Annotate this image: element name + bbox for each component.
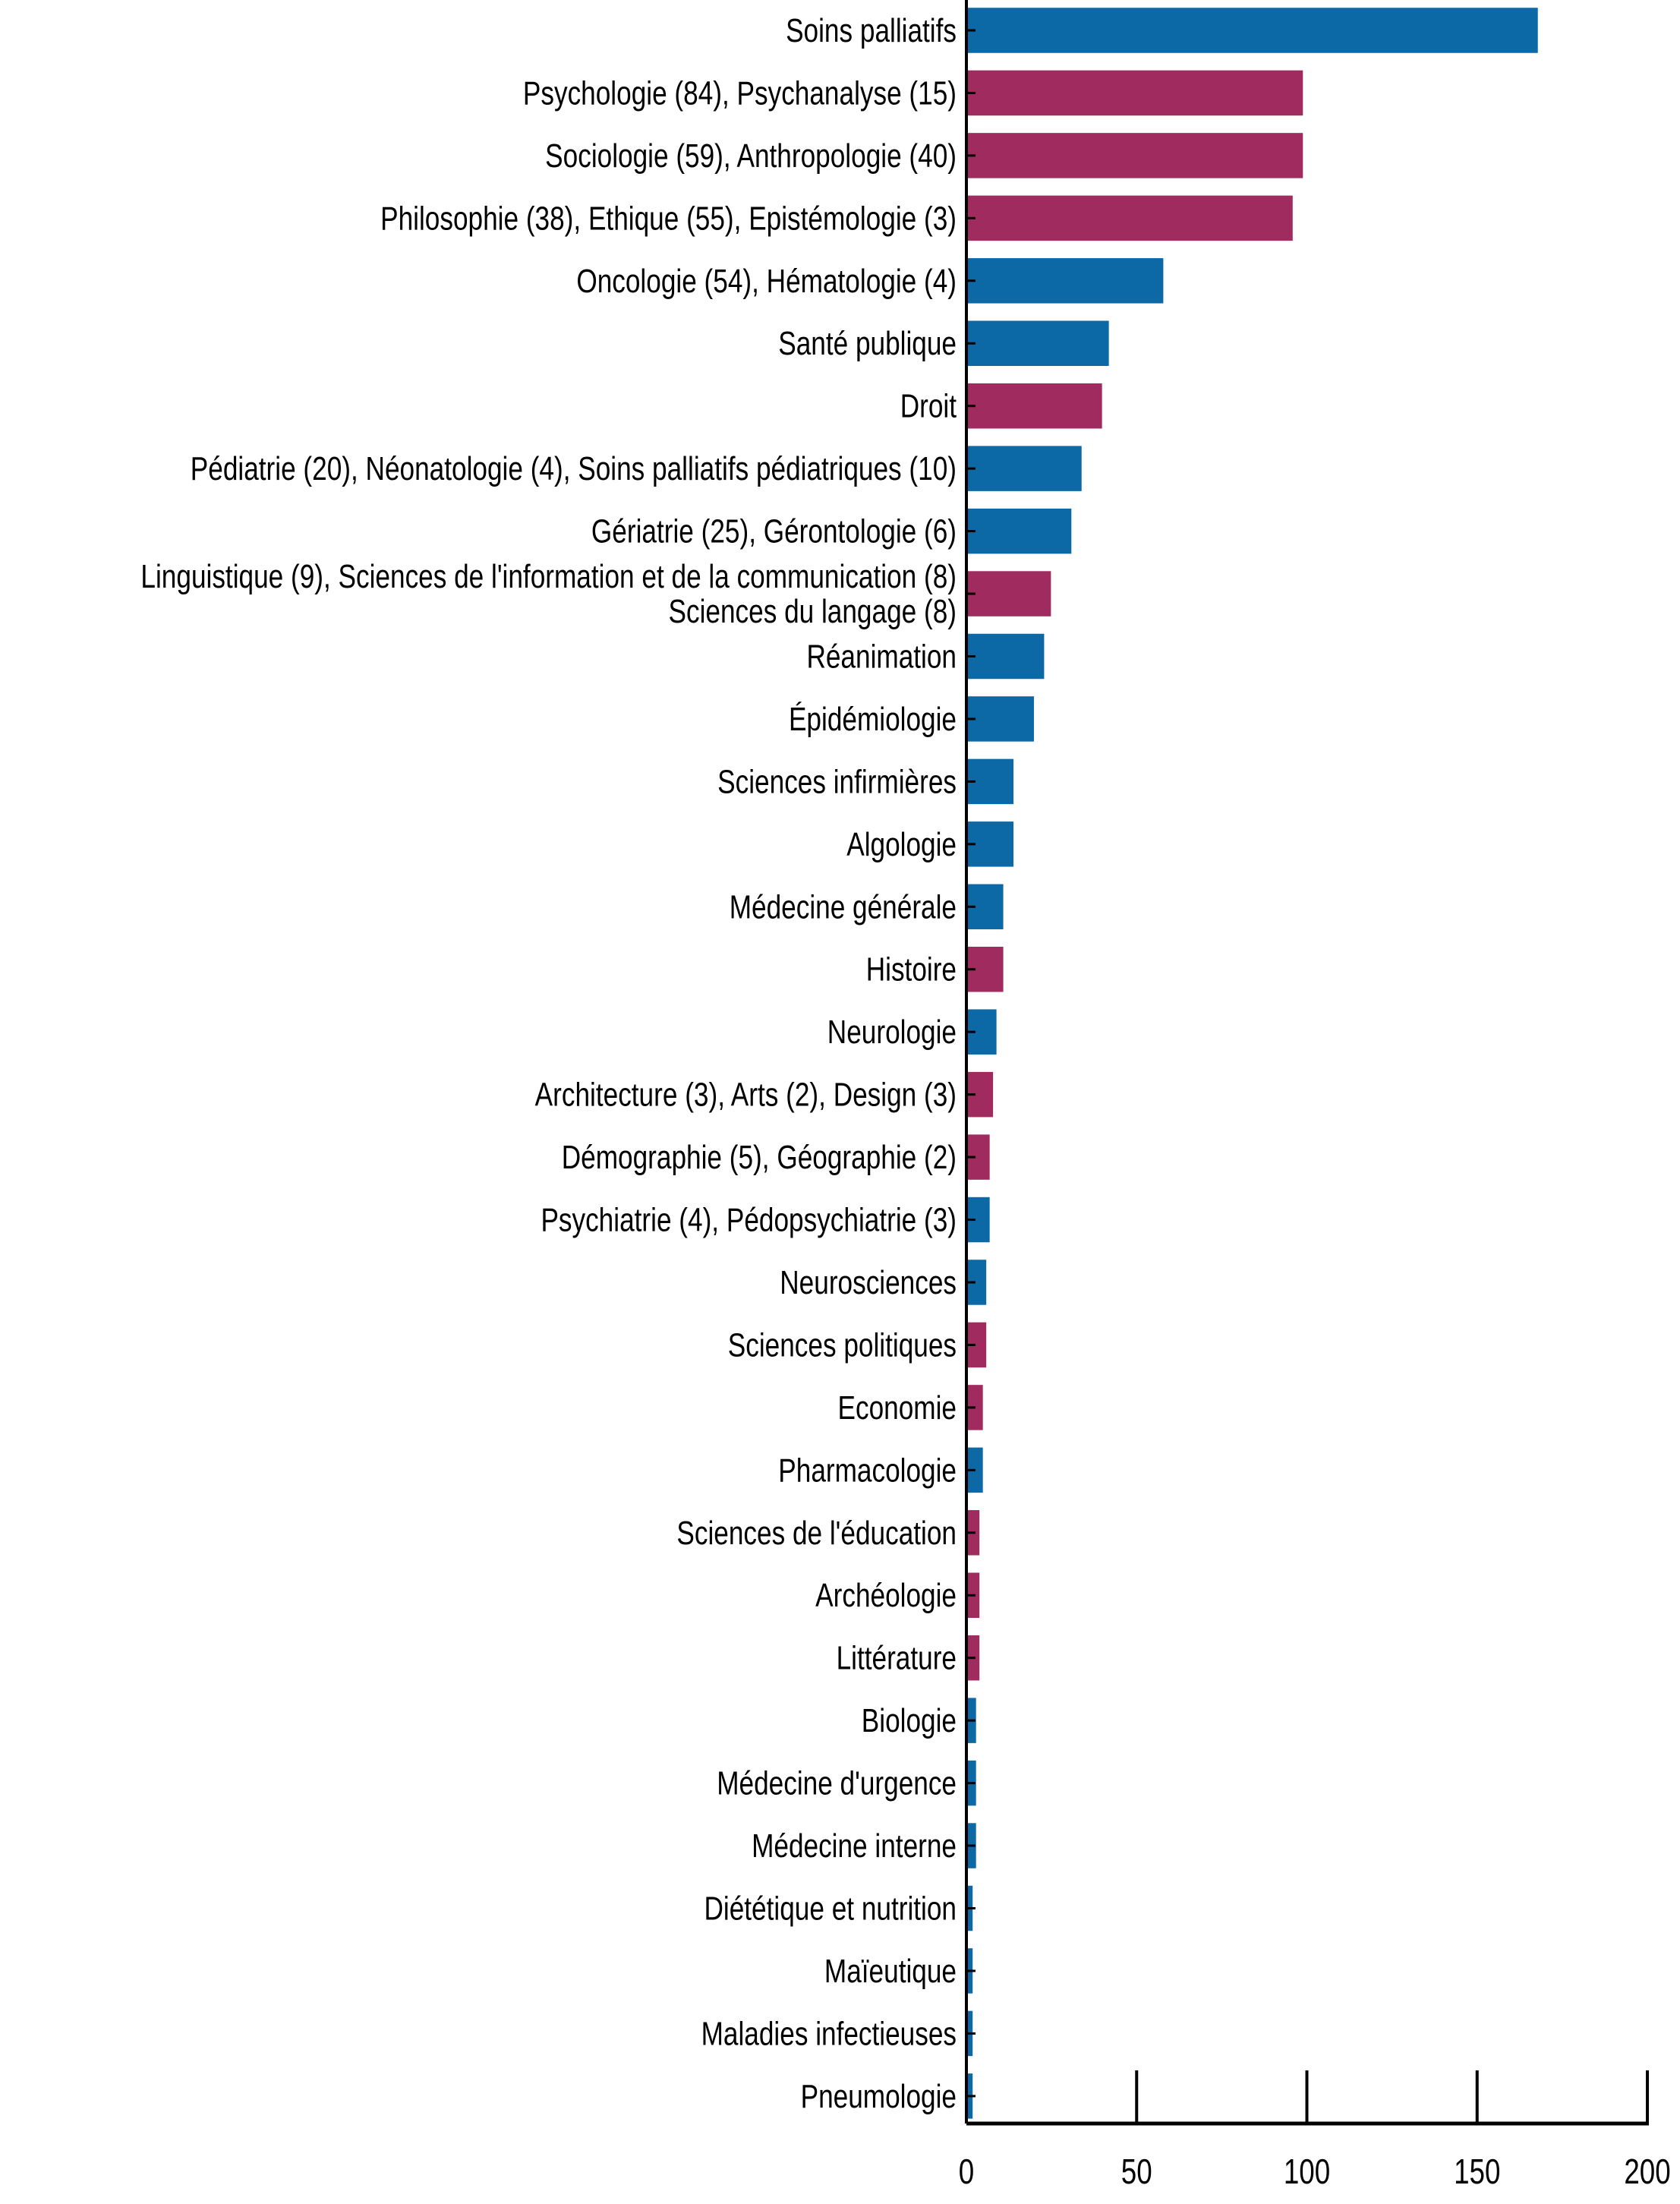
- category-label: Gériatrie (25), Gérontologie (6): [591, 513, 957, 550]
- bar: [966, 131, 1304, 180]
- category-label: Médecine générale: [730, 889, 957, 926]
- x-tick-label: 50: [1121, 2152, 1152, 2191]
- category-label: Linguistique (9), Sciences de l'informat…: [140, 558, 957, 595]
- x-tick-label: 200: [1624, 2152, 1670, 2191]
- category-label: Santé publique: [778, 326, 957, 363]
- category-label: Biologie: [862, 1702, 957, 1739]
- category-label: Pédiatrie (20), Néonatologie (4), Soins …: [191, 450, 957, 487]
- bar: [966, 257, 1165, 305]
- category-label: Diététique et nutrition: [704, 1890, 957, 1928]
- bar: [966, 69, 1304, 117]
- bar: [966, 320, 1111, 367]
- category-label: Algologie: [846, 826, 957, 863]
- bar: [966, 695, 1035, 743]
- category-label: Sciences du langage (8): [669, 593, 957, 630]
- category-label: Pneumologie: [801, 2078, 957, 2115]
- bar: [966, 444, 1083, 493]
- category-label: Médecine d'urgence: [717, 1765, 957, 1802]
- category-label: Maladies infectieuses: [701, 2016, 957, 2053]
- category-label: Droit: [900, 388, 957, 425]
- bar: [966, 632, 1045, 680]
- category-label: Neurologie: [827, 1014, 957, 1052]
- bar: [966, 382, 1104, 430]
- bar: [966, 6, 1540, 55]
- x-tick-label: 100: [1284, 2152, 1330, 2191]
- category-label: Réanimation: [806, 638, 957, 676]
- category-label: Neurosciences: [780, 1264, 957, 1301]
- category-label: Épidémiologie: [789, 700, 957, 738]
- category-label: Economie: [838, 1389, 957, 1427]
- category-label: Pharmacologie: [778, 1452, 957, 1490]
- category-label: Soins palliatifs: [786, 12, 957, 49]
- x-tick-label: 150: [1454, 2152, 1500, 2191]
- bar: [966, 194, 1294, 242]
- category-label: Médecine interne: [752, 1827, 957, 1865]
- category-label: Littérature: [837, 1640, 957, 1677]
- category-label: Psychiatrie (4), Pédopsychiatrie (3): [541, 1202, 957, 1239]
- category-label: Sciences politiques: [728, 1327, 957, 1364]
- category-label: Architecture (3), Arts (2), Design (3): [535, 1077, 957, 1114]
- bars: [966, 6, 1540, 2120]
- x-tick-label: 0: [959, 2152, 974, 2191]
- category-label: Psychologie (84), Psychanalyse (15): [523, 75, 957, 112]
- category-label: Oncologie (54), Hématologie (4): [576, 263, 957, 300]
- category-label: Archéologie: [815, 1578, 957, 1615]
- category-label: Sciences infirmières: [717, 764, 957, 801]
- category-label: Sciences de l'éducation: [676, 1515, 957, 1552]
- bar: [966, 569, 1052, 618]
- category-label: Philosophie (38), Ethique (55), Epistémo…: [380, 200, 957, 238]
- category-label: Sociologie (59), Anthropologie (40): [545, 137, 957, 175]
- bar: [966, 507, 1073, 555]
- category-label: Maïeutique: [824, 1953, 957, 1990]
- axes: 0 50 100 150 200: [959, 0, 1671, 2191]
- category-label: Démographie (5), Géographie (2): [562, 1139, 957, 1176]
- category-label: Histoire: [866, 951, 957, 988]
- category-labels: Soins palliatifs Psychologie (84), Psycha…: [140, 12, 957, 2114]
